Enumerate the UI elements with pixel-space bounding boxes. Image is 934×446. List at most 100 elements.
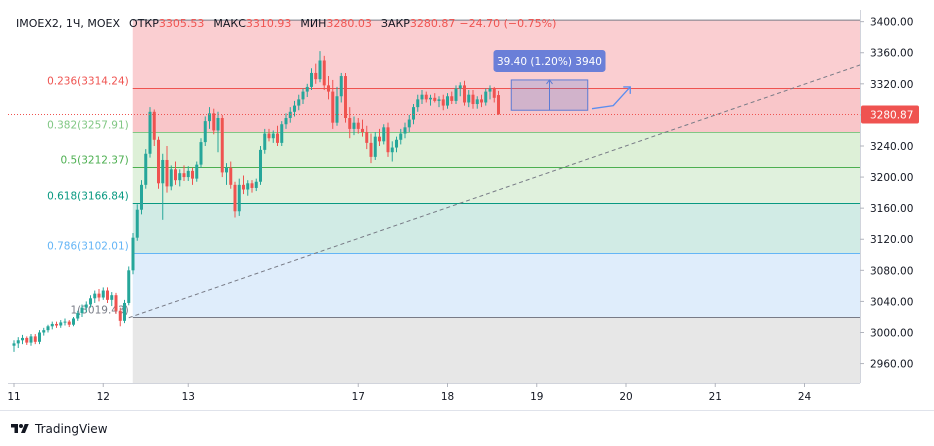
- trend-line[interactable]: [128, 63, 865, 319]
- price-tick-label: 3080.00: [870, 265, 913, 277]
- candle-body: [152, 111, 156, 140]
- candle-body: [382, 127, 386, 142]
- candle-body: [161, 159, 165, 184]
- candle-body: [80, 307, 84, 314]
- price-tick-label: 3000.00: [870, 327, 913, 339]
- candle-body: [157, 139, 160, 184]
- candle-body: [38, 332, 41, 342]
- candle: [361, 119, 364, 137]
- candle: [335, 86, 339, 126]
- candle: [339, 72, 343, 103]
- candle: [169, 165, 173, 191]
- candle-body: [318, 60, 322, 80]
- candle-body: [310, 72, 313, 87]
- candle: [446, 93, 449, 109]
- candle: [203, 116, 207, 146]
- candle-body: [276, 133, 279, 143]
- fib-level-0.5-label: 0.5(3212.37): [60, 155, 128, 167]
- time-tick-label: 13: [182, 391, 195, 403]
- candle: [118, 307, 122, 327]
- candle-body: [284, 118, 288, 125]
- price-tick-label: 3160.00: [870, 203, 913, 215]
- candle-body: [203, 121, 207, 143]
- forecast-path[interactable]: [591, 86, 631, 110]
- candle: [390, 141, 394, 162]
- candle: [165, 145, 169, 193]
- fib-zone: [132, 167, 860, 203]
- candle-body: [242, 184, 245, 190]
- candle-body: [67, 321, 71, 325]
- candle-body: [271, 133, 275, 139]
- candle-body: [446, 96, 449, 106]
- fib-level-0.618-label: 0.618(3166.84): [47, 191, 129, 203]
- time-tick-label: 19: [530, 391, 543, 403]
- candle: [475, 96, 479, 109]
- candle-body: [471, 94, 475, 105]
- candle: [106, 287, 109, 303]
- candle: [352, 116, 356, 136]
- price-tick-label: 3240.00: [870, 141, 913, 153]
- candle-body: [216, 118, 220, 131]
- candle: [463, 80, 466, 106]
- candle-body: [33, 336, 37, 342]
- candle-body: [263, 133, 267, 150]
- candle-body: [208, 113, 211, 122]
- candle: [399, 128, 403, 145]
- fib-zone: [132, 88, 860, 133]
- candle: [327, 76, 330, 100]
- candle: [293, 100, 296, 117]
- fib-level-0.236-label: 0.236(3314.24): [47, 76, 129, 88]
- candle: [110, 292, 114, 307]
- candle-body: [29, 336, 33, 343]
- candle: [356, 118, 360, 134]
- candle: [178, 169, 182, 187]
- candle-body: [186, 170, 190, 178]
- candle: [220, 114, 224, 178]
- candle-body: [365, 132, 369, 143]
- candle-body: [395, 139, 398, 148]
- candle-body: [123, 302, 126, 321]
- candle: [93, 290, 97, 303]
- candle-body: [182, 173, 186, 178]
- candle: [16, 337, 20, 349]
- candle-body: [361, 128, 364, 133]
- time-axis[interactable]: 11 12 13 17 18 19 20 21 24: [0, 383, 934, 411]
- candle-body: [327, 85, 330, 92]
- candle-body: [50, 323, 54, 327]
- price-tick-label: 3200.00: [870, 172, 913, 184]
- candle: [67, 320, 71, 328]
- candle-body: [433, 97, 437, 101]
- candle-body: [344, 76, 347, 119]
- candle: [382, 124, 386, 145]
- current-price-label: 3280.87: [870, 110, 913, 122]
- candle: [420, 90, 424, 105]
- candle-body: [12, 343, 16, 346]
- candle-body: [429, 97, 432, 100]
- candle-body: [46, 326, 50, 331]
- candle-body: [195, 164, 199, 179]
- candle: [76, 310, 80, 321]
- candle: [233, 181, 237, 218]
- tradingview-brand[interactable]: TradingView: [11, 420, 108, 438]
- candle-body: [386, 127, 390, 153]
- candle-body: [322, 60, 326, 86]
- candle-body: [199, 142, 203, 165]
- candle-body: [390, 147, 394, 153]
- candle: [314, 63, 318, 84]
- candle: [276, 125, 279, 146]
- candle: [38, 330, 41, 345]
- candle-body: [437, 99, 441, 101]
- price-axis[interactable]: 2960.00 3000.00 3040.00 3080.00 3120.00 3160.…: [860, 0, 934, 446]
- candle: [63, 318, 67, 326]
- candle: [450, 91, 454, 105]
- candle: [182, 165, 186, 181]
- candle: [199, 138, 203, 168]
- symbol-label[interactable]: IMOEX2, 1Ч, MOEX: [16, 17, 121, 30]
- fib-zone: [132, 317, 860, 383]
- candle-body: [424, 94, 428, 100]
- candle-body: [246, 183, 250, 190]
- candle-body: [463, 85, 466, 103]
- candle: [12, 340, 16, 352]
- candle: [208, 107, 211, 129]
